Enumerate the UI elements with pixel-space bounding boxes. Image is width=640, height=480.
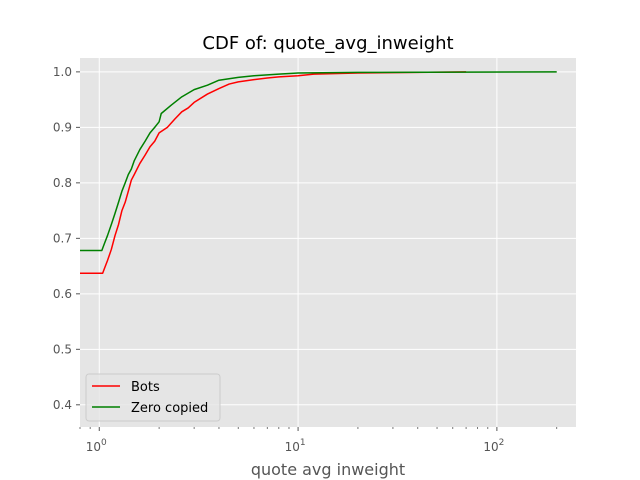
legend: Bots Zero copied — [85, 373, 221, 422]
x-axis-label: quote avg inweight — [251, 460, 405, 479]
y-tick-label: 0.7 — [53, 231, 72, 245]
y-tick-label: 0.6 — [53, 287, 72, 301]
legend-label: Bots — [131, 380, 160, 395]
plot-area — [80, 58, 576, 427]
series-line-bots — [80, 71, 467, 275]
y-tick-label: 0.8 — [53, 176, 72, 190]
y-axis-ticks: 0.4 0.5 0.6 0.7 0.8 0.9 1.0 — [53, 65, 80, 412]
y-tick-label: 0.9 — [53, 120, 72, 134]
y-tick-label: 1.0 — [53, 65, 72, 79]
chart-title: CDF of: quote_avg_inweight — [202, 33, 453, 54]
y-tick-label: 0.5 — [53, 342, 72, 356]
series-lines — [80, 71, 557, 275]
legend-label: Zero copied — [131, 401, 208, 416]
series-line-zero-copied — [80, 71, 557, 252]
y-tick-label: 0.4 — [53, 398, 72, 412]
